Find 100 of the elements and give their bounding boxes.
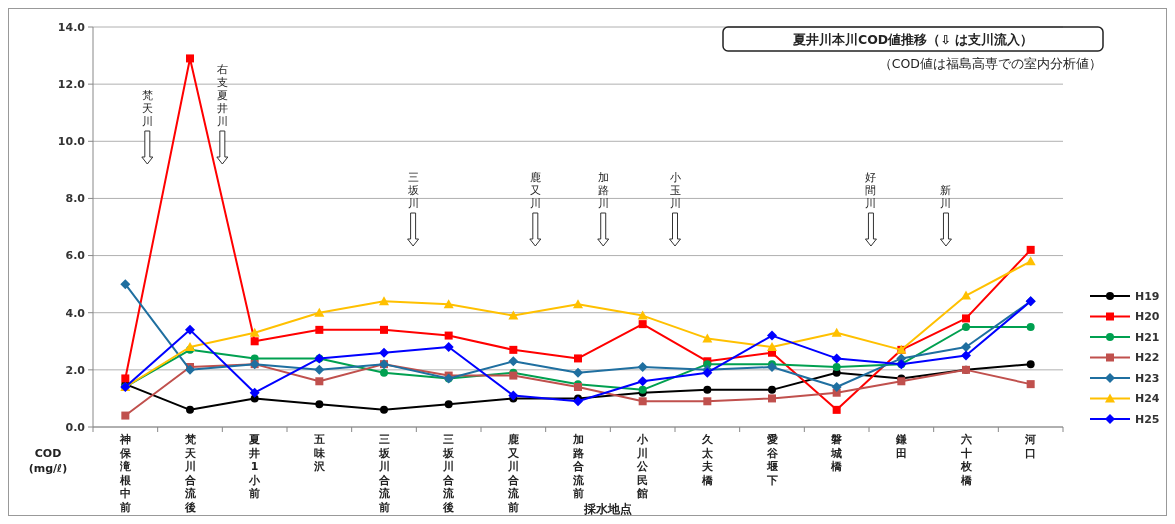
annotation: 梵天川 xyxy=(141,89,153,127)
point xyxy=(315,400,324,409)
y-axis-title: COD (mg/ℓ) xyxy=(28,447,68,475)
x-tick-label: 鎌田 xyxy=(894,433,908,460)
legend-label: H22 xyxy=(1135,351,1160,365)
point xyxy=(185,324,195,335)
point xyxy=(831,327,842,337)
legend-label: H23 xyxy=(1135,371,1160,385)
x-tick-label: 河口 xyxy=(1024,433,1037,460)
annotation: 加路川 xyxy=(597,171,609,209)
point xyxy=(962,323,970,331)
y-tick-label: 14.0 xyxy=(57,20,86,34)
point xyxy=(1026,323,1035,331)
point xyxy=(185,364,195,375)
point xyxy=(121,374,130,383)
legend-label: H25 xyxy=(1135,412,1160,426)
y-tick-label: 10.0 xyxy=(57,135,86,149)
point xyxy=(508,356,519,367)
point xyxy=(637,376,648,387)
point xyxy=(315,325,324,334)
chart-title: 夏井川本川COD値推移（⇩ は支川流入） xyxy=(791,32,1034,47)
point xyxy=(767,330,777,341)
x-tick-label: 三坂川合流前 xyxy=(377,433,391,514)
x-tick-label: 三坂川合流後 xyxy=(442,433,456,514)
point xyxy=(638,320,647,329)
x-tick-label: 小川公民館 xyxy=(636,433,650,500)
point xyxy=(767,342,777,351)
annotation: 小玉川 xyxy=(669,171,681,209)
point xyxy=(1025,256,1036,266)
x-tick-label: 夏井1小前 xyxy=(248,433,262,500)
point xyxy=(380,368,388,377)
point xyxy=(380,325,388,334)
point xyxy=(186,405,194,414)
annotation: 新川 xyxy=(940,184,952,209)
point xyxy=(443,342,454,352)
point xyxy=(831,382,842,392)
point xyxy=(121,411,130,420)
point xyxy=(120,279,131,290)
legend-label: H21 xyxy=(1135,330,1160,344)
point xyxy=(444,331,453,340)
point xyxy=(573,299,583,309)
point xyxy=(186,54,194,63)
point xyxy=(962,314,970,323)
point xyxy=(832,363,841,371)
point xyxy=(314,364,325,375)
point xyxy=(380,405,388,414)
point xyxy=(1026,380,1035,389)
point xyxy=(961,350,971,361)
y-tick-label: 6.0 xyxy=(65,249,86,263)
text: （COD値は福島高専での室内分析値） xyxy=(878,56,1102,71)
y-tick-label: 12.0 xyxy=(57,77,86,91)
point xyxy=(637,362,648,372)
x-tick-label: 神保滝根中前 xyxy=(118,433,132,514)
point xyxy=(637,310,648,320)
annotation: 好間川 xyxy=(865,171,877,209)
y-tick-label: 2.0 xyxy=(65,363,86,377)
point xyxy=(379,347,389,358)
point xyxy=(250,337,259,346)
point xyxy=(249,327,260,337)
point xyxy=(315,377,324,386)
annotation: 右支夏井川 xyxy=(216,63,228,127)
point xyxy=(444,400,453,409)
x-tick-label: 六十枚橋 xyxy=(959,433,973,487)
x-axis-title: 採水地点 xyxy=(583,502,632,516)
point xyxy=(249,387,260,398)
point xyxy=(443,299,454,309)
y-tick-label: 0.0 xyxy=(65,420,86,434)
point xyxy=(509,345,518,354)
x-tick-label: 久太夫橋 xyxy=(700,433,714,487)
point xyxy=(573,367,583,378)
point xyxy=(1026,360,1035,369)
legend-label: H19 xyxy=(1135,289,1160,303)
x-tick-label: 愛谷堰下 xyxy=(765,433,779,487)
point xyxy=(574,354,582,363)
legend-label: H20 xyxy=(1135,310,1160,324)
annotation: 三坂川 xyxy=(406,171,419,209)
point xyxy=(961,342,971,352)
point xyxy=(961,290,971,300)
y-tick-label: 4.0 xyxy=(65,306,86,320)
x-tick-label: 鹿又川合流前 xyxy=(506,433,520,514)
point xyxy=(831,353,842,364)
point xyxy=(832,405,841,414)
point xyxy=(703,385,712,394)
point xyxy=(573,396,583,407)
x-tick-label: 梵天川合流後 xyxy=(183,433,197,514)
point xyxy=(768,385,776,394)
legend-label: H24 xyxy=(1135,392,1160,406)
point xyxy=(638,397,647,406)
point xyxy=(1026,245,1035,254)
point xyxy=(768,394,776,403)
point xyxy=(314,307,325,317)
point xyxy=(379,296,389,306)
point xyxy=(508,310,519,320)
point xyxy=(703,397,712,406)
x-tick-label: 五味沢 xyxy=(312,433,326,473)
y-tick-label: 8.0 xyxy=(65,192,86,206)
annotation: 鹿又川 xyxy=(529,171,541,209)
point xyxy=(508,390,519,401)
x-tick-label: 磐城橋 xyxy=(830,433,844,473)
x-tick-label: 加路合流前 xyxy=(571,433,585,500)
